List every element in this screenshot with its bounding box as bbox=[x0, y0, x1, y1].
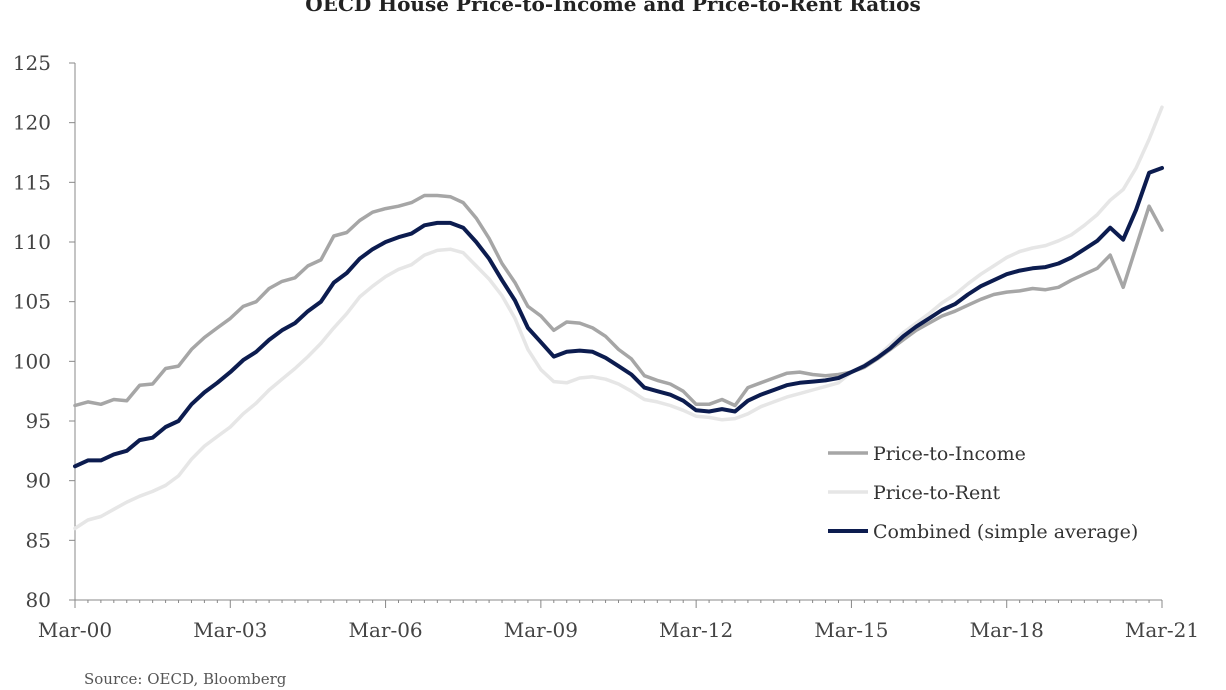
series-line-price-to-income bbox=[73, 193, 1164, 408]
legend-label: Price-to-Income bbox=[873, 443, 1026, 465]
x-tick-label: Mar-12 bbox=[659, 618, 733, 642]
series-line-price-to-rent bbox=[73, 105, 1164, 531]
x-tick-label: Mar-09 bbox=[504, 618, 578, 642]
y-tick-label: 90 bbox=[26, 469, 51, 493]
chart-title: OECD House Price-to-Income and Price-to-… bbox=[305, 0, 921, 16]
y-tick-label: 85 bbox=[26, 528, 51, 552]
legend-label: Combined (simple average) bbox=[873, 521, 1138, 543]
y-axis: 80 85 90 95 100 105 110 115 120 125 bbox=[13, 51, 76, 612]
x-axis: Mar-00 Mar-03 Mar-06 Mar-09 Mar-12 Mar-15 Mar-… bbox=[38, 599, 1199, 642]
y-tick-label: 100 bbox=[13, 349, 51, 373]
y-tick-label: 80 bbox=[26, 588, 51, 612]
x-tick-label: Mar-00 bbox=[38, 618, 112, 642]
x-tick-label: Mar-21 bbox=[1125, 618, 1199, 642]
y-tick-label: 125 bbox=[13, 51, 51, 75]
y-tick-label: 115 bbox=[13, 170, 51, 194]
y-tick-label: 95 bbox=[26, 409, 51, 433]
y-tick-label: 110 bbox=[13, 230, 51, 254]
source-note: Source: OECD, Bloomberg bbox=[84, 670, 287, 688]
y-tick-label: 105 bbox=[13, 290, 51, 314]
legend: Price-to-Income Price-to-Rent Combined (si… bbox=[828, 443, 1138, 543]
series-line-combined-simple-average bbox=[73, 166, 1164, 469]
series-layer bbox=[73, 105, 1164, 531]
y-tick-label: 120 bbox=[13, 111, 51, 135]
legend-label: Price-to-Rent bbox=[873, 482, 1001, 504]
x-tick-label: Mar-15 bbox=[814, 618, 888, 642]
x-tick-label: Mar-18 bbox=[970, 618, 1044, 642]
x-tick-label: Mar-06 bbox=[348, 618, 422, 642]
x-tick-label: Mar-03 bbox=[193, 618, 267, 642]
